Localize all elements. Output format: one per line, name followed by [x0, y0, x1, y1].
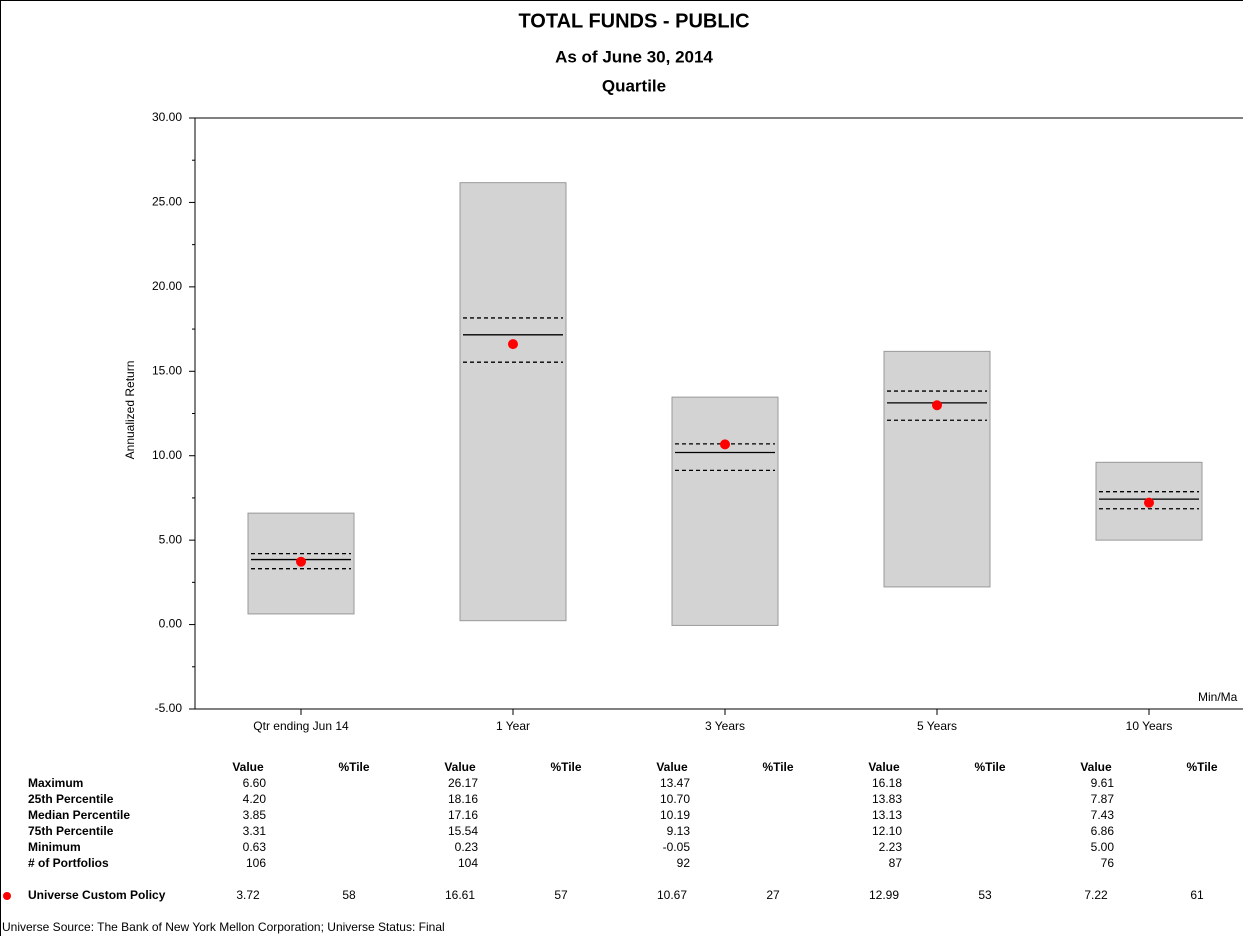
policy-value: 3.72 — [236, 888, 260, 902]
chart-subtitle: Quartile — [602, 76, 666, 95]
table-value: -0.05 — [663, 840, 691, 854]
table-value: 13.13 — [872, 808, 902, 822]
y-tick-label: 30.00 — [152, 110, 182, 124]
y-tick-label: 10.00 — [152, 448, 182, 462]
x-tick-label: 5 Years — [917, 719, 957, 733]
policy-percentile: 58 — [342, 888, 356, 902]
column-header: %Tile — [550, 760, 581, 774]
policy-value: 10.67 — [657, 888, 687, 902]
x-tick-label: Qtr ending Jun 14 — [253, 719, 349, 733]
x-tick-label: 3 Years — [705, 719, 745, 733]
table-value: 6.86 — [1091, 824, 1115, 838]
y-tick-label: 5.00 — [159, 532, 183, 546]
chart-title: TOTAL FUNDS - PUBLIC — [518, 10, 749, 32]
table-value: 10.19 — [660, 808, 690, 822]
table-value: 15.54 — [448, 824, 478, 838]
y-tick-label: 0.00 — [159, 617, 183, 631]
column-header: %Tile — [762, 760, 793, 774]
legend-label: Min/Ma — [1198, 690, 1238, 704]
policy-percentile: 61 — [1190, 888, 1204, 902]
policy-point — [932, 400, 942, 411]
policy-value: 7.22 — [1084, 888, 1108, 902]
table-value: 3.85 — [243, 808, 267, 822]
y-tick-label: 20.00 — [152, 279, 182, 293]
chart-subtitle: As of June 30, 2014 — [555, 47, 713, 66]
table-value: 106 — [246, 856, 266, 870]
box — [459, 182, 567, 622]
column-header: Value — [444, 760, 476, 774]
table-value: 7.87 — [1091, 792, 1115, 806]
policy-point — [508, 339, 518, 350]
policy-point — [1144, 497, 1154, 508]
column-header: Value — [868, 760, 900, 774]
table-value: 18.16 — [448, 792, 478, 806]
policy-point — [296, 556, 306, 567]
row-label: 75th Percentile — [28, 824, 114, 838]
y-tick-label: 25.00 — [152, 195, 182, 209]
table-value: 0.63 — [243, 840, 267, 854]
y-axis-label: Annualized Return — [123, 361, 137, 460]
table-value: 76 — [1101, 856, 1115, 870]
column-header: %Tile — [974, 760, 1005, 774]
policy-value: 12.99 — [869, 888, 899, 902]
table-value: 2.23 — [879, 840, 903, 854]
table-value: 3.31 — [243, 824, 267, 838]
policy-percentile: 27 — [766, 888, 780, 902]
column-header: Value — [1080, 760, 1112, 774]
table-value: 9.61 — [1091, 776, 1115, 790]
x-tick-label: 1 Year — [496, 719, 530, 733]
legend-marker — [3, 892, 11, 900]
table-value: 87 — [889, 856, 903, 870]
row-label: Minimum — [28, 840, 81, 854]
table-value: 5.00 — [1091, 840, 1115, 854]
table-value: 13.83 — [872, 792, 902, 806]
row-label: Universe Custom Policy — [28, 888, 166, 902]
table-value: 16.18 — [872, 776, 902, 790]
policy-percentile: 53 — [978, 888, 992, 902]
x-tick-label: 10 Years — [1126, 719, 1173, 733]
y-tick-label: 15.00 — [152, 363, 182, 377]
table-value: 9.13 — [667, 824, 691, 838]
row-label: 25th Percentile — [28, 792, 114, 806]
table-value: 0.23 — [455, 840, 479, 854]
box — [883, 350, 991, 588]
column-header: %Tile — [1186, 760, 1217, 774]
y-tick-label: -5.00 — [155, 701, 183, 715]
footer: Universe Source: The Bank of New York Me… — [2, 920, 445, 934]
table-value: 4.20 — [243, 792, 267, 806]
box — [671, 396, 779, 626]
table-value: 26.17 — [448, 776, 478, 790]
row-label: Maximum — [28, 776, 83, 790]
table-value: 7.43 — [1091, 808, 1115, 822]
table-value: 10.70 — [660, 792, 690, 806]
table-value: 6.60 — [243, 776, 267, 790]
table-value: 17.16 — [448, 808, 478, 822]
policy-value: 16.61 — [445, 888, 475, 902]
row-label: # of Portfolios — [28, 856, 109, 870]
policy-point — [720, 439, 730, 450]
table-value: 92 — [677, 856, 691, 870]
table-value: 12.10 — [872, 824, 902, 838]
table-value: 13.47 — [660, 776, 690, 790]
column-header: Value — [656, 760, 688, 774]
column-header: Value — [232, 760, 264, 774]
row-label: Median Percentile — [28, 808, 130, 822]
column-header: %Tile — [338, 760, 369, 774]
policy-percentile: 57 — [554, 888, 568, 902]
table-value: 104 — [458, 856, 478, 870]
